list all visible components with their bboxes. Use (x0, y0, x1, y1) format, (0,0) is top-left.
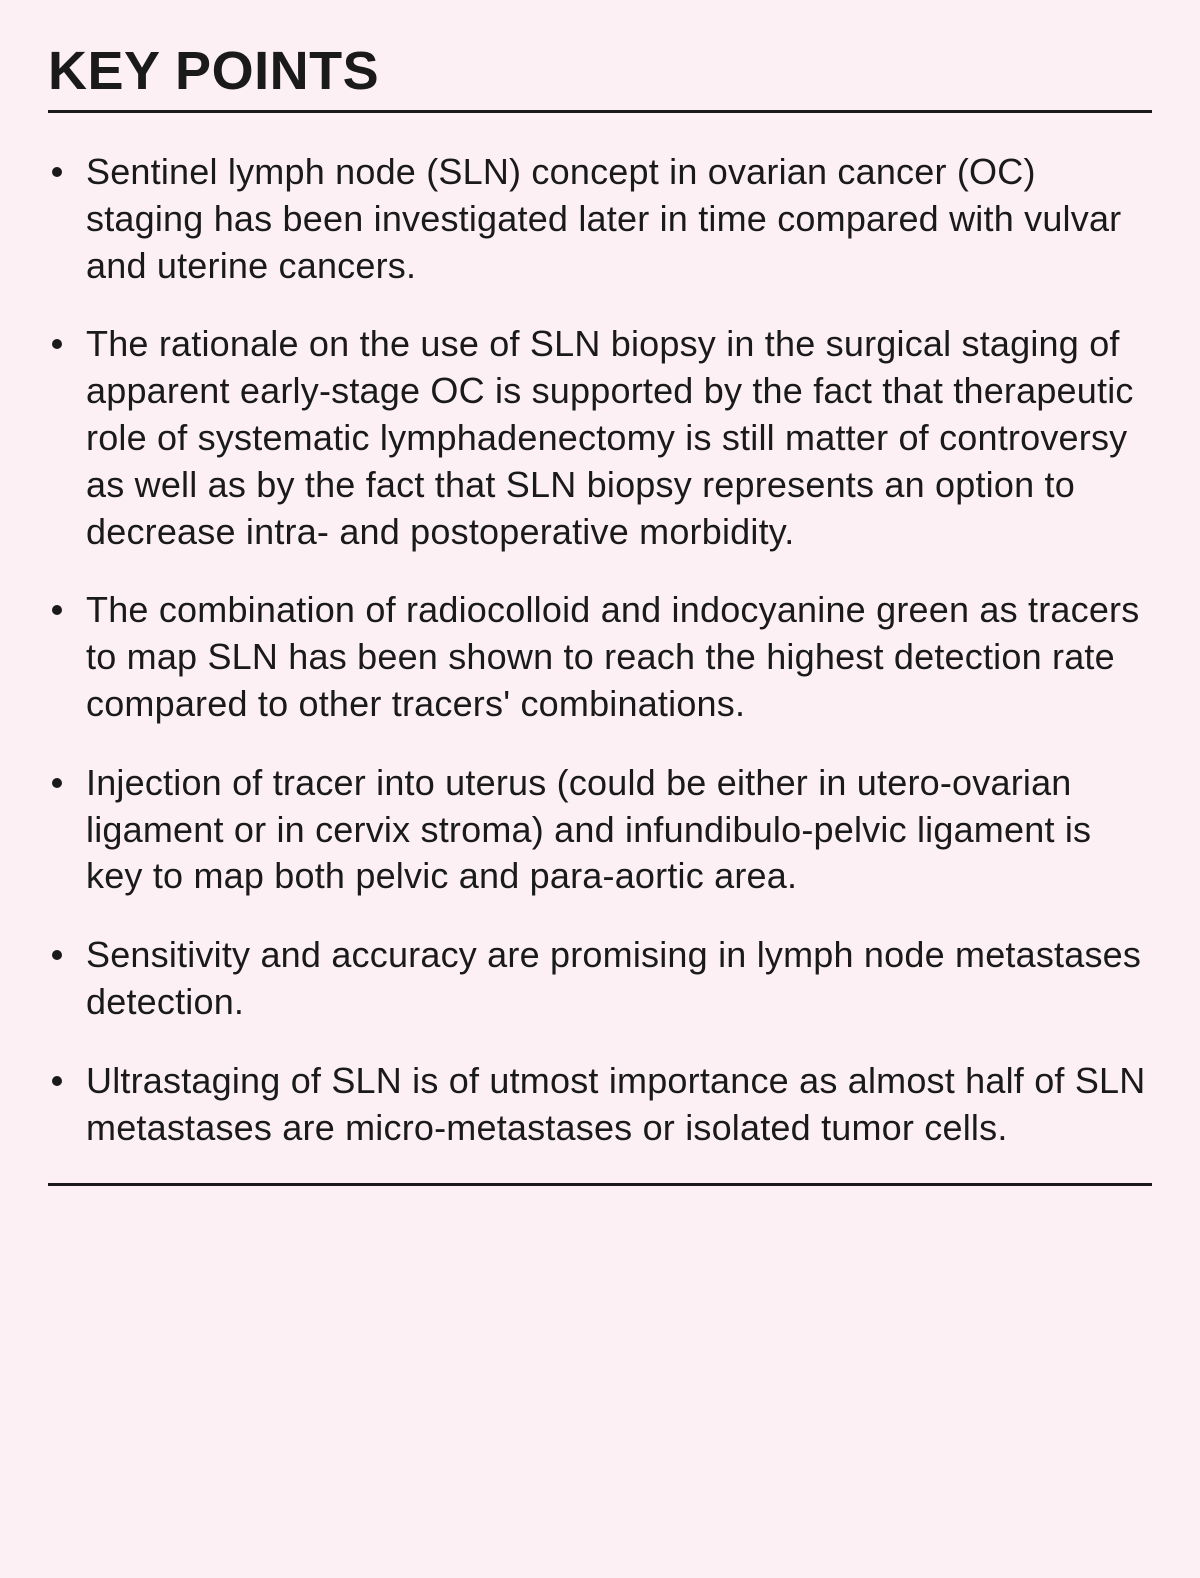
list-item: The rationale on the use of SLN biopsy i… (48, 321, 1152, 555)
list-item: Sentinel lymph node (SLN) concept in ova… (48, 149, 1152, 289)
key-points-list: Sentinel lymph node (SLN) concept in ova… (48, 149, 1152, 1151)
list-item: Ultrastaging of SLN is of utmost importa… (48, 1058, 1152, 1152)
bottom-divider (48, 1183, 1152, 1186)
list-item: The combination of radiocolloid and indo… (48, 587, 1152, 727)
key-points-title: KEY POINTS (48, 40, 1152, 102)
list-item: Injection of tracer into uterus (could b… (48, 760, 1152, 900)
title-divider (48, 110, 1152, 113)
list-item: Sensitivity and accuracy are promising i… (48, 932, 1152, 1026)
